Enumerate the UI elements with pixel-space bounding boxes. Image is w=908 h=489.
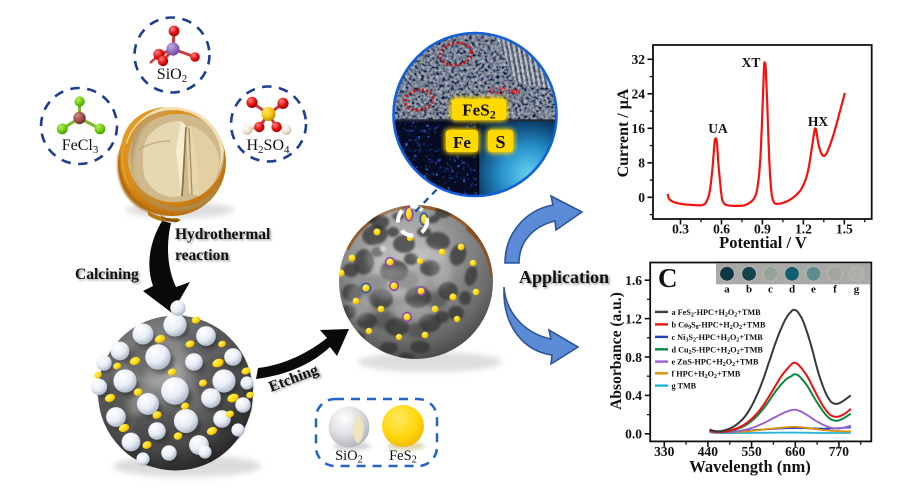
svg-text:SiO2: SiO2	[157, 66, 187, 85]
svg-text:H2SO4: H2SO4	[246, 137, 290, 156]
svg-text:32: 32	[632, 52, 646, 67]
svg-text:FeS2: FeS2	[389, 448, 417, 466]
svg-text:b Co9S8-HPC+H2O2+TMB: b Co9S8-HPC+H2O2+TMB	[672, 320, 766, 331]
svg-text:0.3: 0.3	[672, 222, 689, 237]
svg-text:f HPC+H2O2+TMB: f HPC+H2O2+TMB	[672, 369, 741, 380]
svg-text:a: a	[724, 284, 730, 296]
svg-text:8: 8	[638, 156, 645, 171]
svg-text:g TMB: g TMB	[672, 382, 697, 391]
svg-text:reaction: reaction	[175, 247, 229, 264]
svg-text:S: S	[495, 132, 505, 152]
svg-text:FeS2: FeS2	[462, 101, 495, 122]
svg-text:24: 24	[632, 87, 646, 102]
svg-text:0.27 nm: 0.27 nm	[490, 86, 521, 96]
svg-text:550: 550	[741, 444, 762, 459]
svg-text:Potential / V: Potential / V	[719, 233, 807, 252]
svg-text:HX: HX	[808, 114, 829, 129]
svg-text:Wavelength (nm): Wavelength (nm)	[689, 457, 810, 476]
svg-text:0.6: 0.6	[713, 222, 730, 237]
svg-text:c: c	[768, 284, 773, 296]
svg-text:1.5: 1.5	[836, 222, 853, 237]
svg-text:SiO2: SiO2	[335, 448, 363, 466]
svg-text:f: f	[833, 284, 837, 296]
svg-text:e: e	[811, 284, 816, 296]
svg-text:1.2: 1.2	[625, 311, 642, 326]
svg-text:b: b	[746, 284, 752, 296]
svg-text:16: 16	[632, 121, 646, 136]
svg-text:Fe: Fe	[453, 133, 471, 152]
svg-text:Application: Application	[519, 267, 609, 287]
svg-text:d Cu2S-HPC+H2O2+TMB: d Cu2S-HPC+H2O2+TMB	[672, 345, 764, 356]
svg-text:Calcining: Calcining	[75, 266, 139, 283]
svg-text:UA: UA	[708, 121, 728, 136]
svg-text:660: 660	[785, 444, 806, 459]
svg-text:0.9: 0.9	[754, 222, 771, 237]
svg-text:1.2: 1.2	[795, 222, 812, 237]
svg-text:Absorbance (a.u.): Absorbance (a.u.)	[608, 292, 625, 410]
svg-text:FeCl3: FeCl3	[62, 137, 99, 156]
svg-text:0.4: 0.4	[625, 388, 642, 403]
svg-text:e ZnS-HPC+H2O2+TMB: e ZnS-HPC+H2O2+TMB	[672, 358, 760, 369]
svg-text:440: 440	[698, 444, 719, 459]
svg-text:d: d	[789, 284, 795, 296]
svg-text:g: g	[854, 284, 860, 296]
svg-text:770: 770	[829, 444, 850, 459]
svg-text:XT: XT	[742, 55, 761, 70]
svg-text:0.0: 0.0	[625, 427, 642, 442]
svg-text:a FeS2-HPC+H2O2+TMB: a FeS2-HPC+H2O2+TMB	[672, 308, 762, 319]
svg-text:c Ni3S2-HPC+H2O2+TMB: c Ni3S2-HPC+H2O2+TMB	[672, 333, 764, 344]
svg-text:C: C	[658, 263, 678, 293]
svg-text:330: 330	[654, 444, 675, 459]
svg-text:0: 0	[638, 190, 645, 205]
svg-text:Hydrothermal: Hydrothermal	[175, 226, 271, 243]
svg-text:0.8: 0.8	[625, 350, 642, 365]
svg-text:Current / μA: Current / μA	[615, 88, 632, 177]
svg-text:1.6: 1.6	[625, 273, 642, 288]
